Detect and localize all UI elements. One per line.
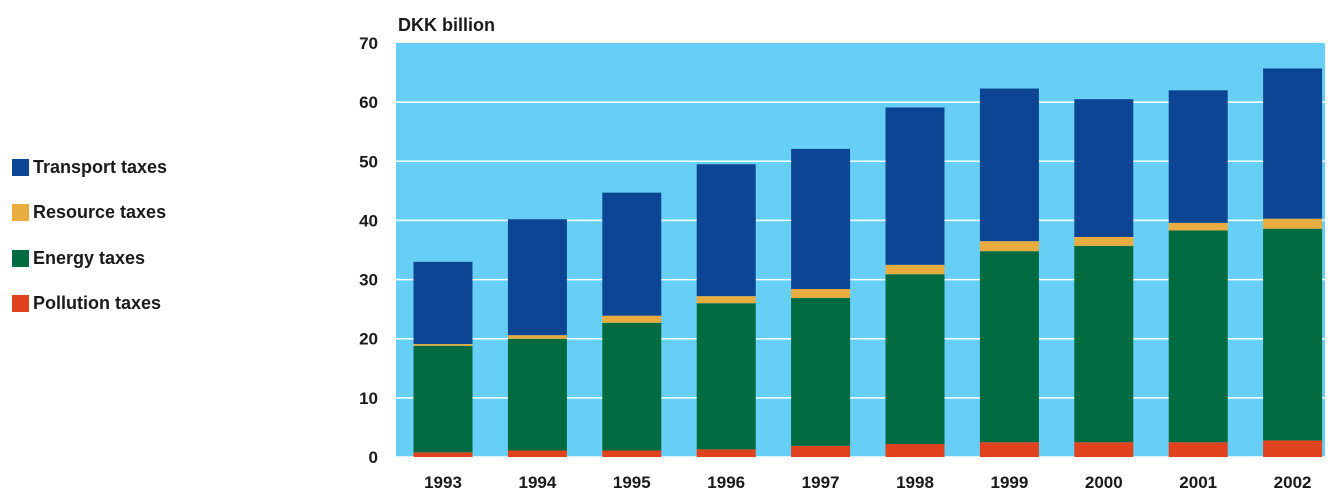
- bar-pollution-taxes-2001: [1168, 442, 1228, 457]
- x-tick-label: 1998: [896, 473, 934, 492]
- bar-energy-taxes-1995: [602, 322, 662, 451]
- y-tick-label: 20: [359, 330, 378, 349]
- bar-resource-taxes-1997: [791, 289, 851, 298]
- legend-item-energy: Energy taxes: [12, 247, 167, 268]
- y-tick-label: 0: [369, 448, 378, 467]
- legend-swatch-resource: [12, 204, 29, 221]
- bar-resource-taxes-1995: [602, 315, 662, 323]
- bar-energy-taxes-1996: [696, 303, 756, 450]
- y-axis-ticks: 0 10 20 30 40 50 60 70: [359, 34, 378, 467]
- legend-label-transport: Transport taxes: [33, 156, 168, 177]
- bar-energy-taxes-1998: [885, 274, 945, 444]
- legend-label-resource: Resource taxes: [33, 202, 167, 222]
- legend-swatch-transport: [12, 158, 29, 176]
- legend-item-pollution: Pollution taxes: [12, 293, 167, 313]
- bar-pollution-taxes-1997: [791, 445, 851, 457]
- bar-transport-taxes-1997: [791, 148, 851, 290]
- y-tick-label: 70: [359, 34, 378, 53]
- bar-energy-taxes-1993: [413, 345, 473, 453]
- bar-transport-taxes-1995: [602, 192, 662, 316]
- bar-transport-taxes-2001: [1168, 90, 1228, 223]
- bar-transport-taxes-2000: [1074, 99, 1134, 237]
- bar-transport-taxes-1994: [507, 219, 567, 336]
- x-tick-label: 1999: [990, 473, 1028, 492]
- x-tick-label: 2002: [1274, 473, 1312, 492]
- bar-pollution-taxes-1999: [979, 442, 1039, 457]
- legend-item-resource: Resource taxes: [12, 202, 167, 222]
- bar-transport-taxes-2002: [1263, 68, 1323, 219]
- y-tick-label: 10: [359, 389, 378, 408]
- bars: [413, 68, 1323, 457]
- bar-energy-taxes-2000: [1074, 245, 1134, 443]
- bar-transport-taxes-1999: [979, 88, 1039, 242]
- y-tick-label: 50: [359, 152, 378, 171]
- bar-energy-taxes-1994: [507, 338, 567, 451]
- y-tick-label: 40: [359, 211, 378, 230]
- bar-pollution-taxes-1996: [696, 449, 756, 457]
- y-tick-label: 60: [359, 93, 378, 112]
- x-tick-label: 1995: [613, 473, 651, 492]
- legend-swatch-energy: [12, 249, 29, 267]
- bar-transport-taxes-1996: [696, 164, 756, 297]
- bar-resource-taxes-1993: [413, 344, 473, 346]
- bar-pollution-taxes-2000: [1074, 442, 1134, 457]
- x-tick-label: 2001: [1179, 473, 1217, 492]
- legend-label-energy: Energy taxes: [33, 247, 146, 268]
- x-tick-label: 1996: [707, 473, 745, 492]
- bar-resource-taxes-1998: [885, 264, 945, 275]
- x-tick-label: 1997: [802, 473, 840, 492]
- bar-energy-taxes-2001: [1168, 230, 1228, 443]
- bar-pollution-taxes-2002: [1263, 440, 1323, 457]
- x-tick-label: 1993: [424, 473, 462, 492]
- bar-resource-taxes-2001: [1168, 222, 1228, 231]
- legend: Transport taxes Resource taxes Energy ta…: [12, 156, 168, 340]
- bar-energy-taxes-1999: [979, 251, 1039, 443]
- legend-item-transport: Transport taxes: [12, 156, 168, 177]
- bar-resource-taxes-1994: [507, 335, 567, 339]
- bar-energy-taxes-2002: [1263, 228, 1323, 441]
- bar-resource-taxes-1999: [979, 241, 1039, 252]
- bar-resource-taxes-2002: [1263, 218, 1323, 229]
- x-axis-ticks: 1993 1994 1995 1996 1997 1998 1999 2000 2001 2002: [424, 473, 1311, 492]
- bar-pollution-taxes-1993: [413, 452, 473, 457]
- bar-transport-taxes-1998: [885, 107, 945, 265]
- legend-swatch-pollution: [12, 295, 29, 312]
- bar-energy-taxes-1997: [791, 297, 851, 446]
- bar-pollution-taxes-1995: [602, 450, 662, 457]
- y-axis-unit-label: DKK billion: [398, 15, 495, 35]
- bar-pollution-taxes-1994: [507, 450, 567, 457]
- bar-transport-taxes-1993: [413, 261, 473, 345]
- x-tick-label: 2000: [1085, 473, 1123, 492]
- bar-pollution-taxes-1998: [885, 443, 945, 457]
- legend-label-pollution: Pollution taxes: [33, 293, 162, 313]
- bar-resource-taxes-1996: [696, 296, 756, 304]
- x-tick-label: 1994: [518, 473, 556, 492]
- y-tick-label: 30: [359, 271, 378, 290]
- bar-resource-taxes-2000: [1074, 236, 1134, 246]
